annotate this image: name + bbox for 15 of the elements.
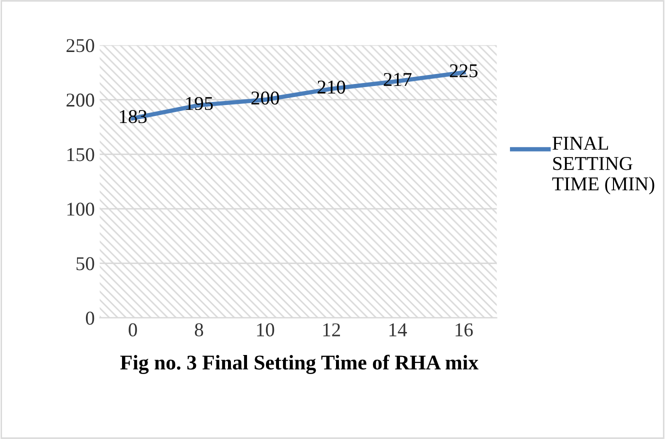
x-tick-label: 0	[128, 323, 137, 336]
text: Fig no. 3 Final Setting Time of RHA mix	[120, 354, 478, 374]
y-tick-label: 100	[67, 202, 94, 216]
x-tick-label: 16	[456, 323, 473, 336]
data-label: 225	[450, 64, 478, 78]
y-tick-label: 0	[86, 312, 94, 325]
y-tick-label: 50	[76, 257, 94, 270]
y-tick-label: 250	[66, 39, 94, 52]
x-tick-label: 10	[257, 323, 274, 336]
legend-label: FINAL SETTING TIME (MIN)	[552, 136, 654, 194]
y-tick-label: 150	[67, 148, 94, 162]
x-tick-label: 14	[389, 323, 407, 336]
x-tick-label: 8	[194, 323, 204, 336]
x-tick-label: 12	[323, 323, 340, 336]
y-tick-label: 200	[66, 94, 94, 107]
